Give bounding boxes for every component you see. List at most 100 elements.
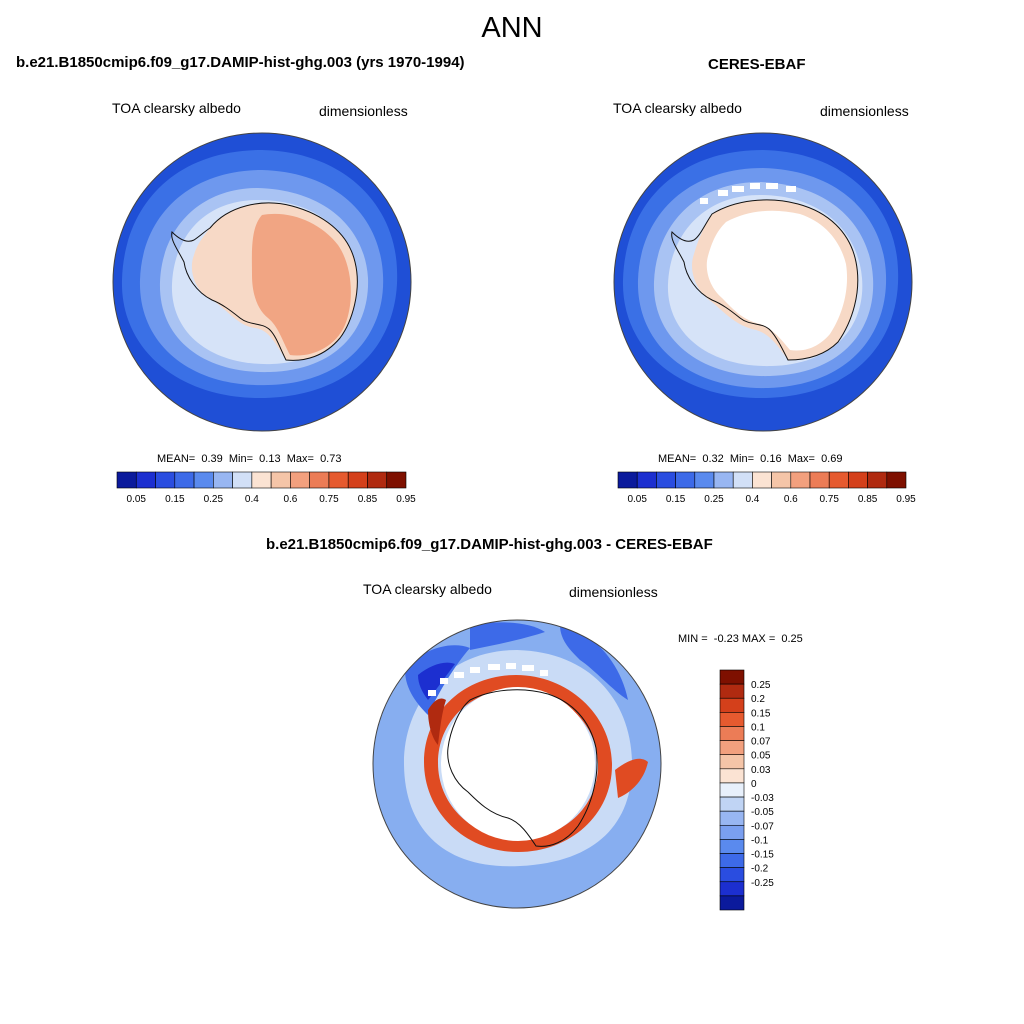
diff-colorbar-swatch: [719, 768, 745, 784]
diff-colorbar-swatch: [719, 712, 745, 727]
model-colorbar-swatch: [270, 471, 291, 489]
diff-ice-gap: [540, 670, 548, 676]
model-colorbar-swatch: [193, 471, 214, 489]
obs-colorbar-tick-label: 0.6: [784, 494, 798, 505]
diff-colorbar-swatch: [719, 895, 745, 911]
diff-colorbar-swatch: [719, 782, 745, 798]
diff-red-east: [615, 758, 648, 798]
model-colorbar-swatch: [367, 471, 388, 489]
obs-colorbar: 0.05 0.15 0.25 0.4 0.6 0.75 0.85 0.95: [617, 471, 916, 505]
model-colorbar-swatch: [116, 471, 137, 489]
model-antarctica-coast: [171, 202, 358, 361]
diff-colorbar-tick-label: 0.03: [751, 765, 771, 776]
obs-colorbar-tick-label: 0.95: [896, 494, 916, 505]
diff-ice-gap: [470, 667, 480, 673]
model-min-label: Min=: [228, 453, 254, 465]
model-colorbar-swatch: [135, 471, 156, 489]
obs-ice-gap: [732, 186, 744, 192]
diff-dark-west: [418, 662, 455, 700]
obs-ice-gap: [718, 190, 728, 196]
obs-ice-gap: [750, 183, 760, 189]
diff-blue-northeast: [560, 625, 628, 700]
diff-colorbar-swatch: [719, 683, 745, 699]
obs-colorbar-swatch: [809, 471, 830, 489]
model-colorbar-swatch: [328, 471, 349, 489]
diff-colorbar-swatch: [719, 839, 745, 854]
diff-map-border: [372, 619, 662, 909]
diff-ice-gaps: [428, 663, 548, 696]
obs-colorbar-swatch: [771, 471, 792, 489]
model-colorbar-tick-label: 0.95: [396, 494, 416, 505]
diff-colorbar-tick-label: -0.05: [751, 807, 774, 818]
obs-ice-gap: [700, 198, 708, 204]
obs-colorbar-swatch: [713, 471, 734, 489]
model-colorbar-tick-label: 0.4: [245, 494, 259, 505]
obs-min-value: 0.16: [760, 453, 782, 465]
obs-colorbar-swatch: [886, 471, 907, 489]
model-panel-title: b.e21.B1850cmip6.f09_g17.DAMIP-hist-ghg.…: [16, 54, 465, 71]
obs-colorbar-swatch: [617, 471, 638, 489]
model-colorbar-tick-label: 0.25: [204, 494, 224, 505]
obs-colorbar-swatch: [732, 471, 753, 489]
obs-map: [613, 132, 913, 432]
diff-max-label: MAX =: [741, 633, 776, 645]
model-max-label: Max=: [286, 453, 314, 465]
diff-colorbar: 0.25 0.2 0.15 0.1 0.07 0.05 0.03 0 -0.03 -0.05 -0.…: [719, 669, 774, 911]
diff-colorbar-swatch: [719, 824, 745, 840]
diff-colorbar-swatch: [719, 796, 745, 812]
diff-ice-gap: [454, 672, 464, 678]
model-colorbar-tick-label: 0.6: [283, 494, 297, 505]
obs-variable-label: TOA clearsky albedo: [613, 100, 742, 116]
model-mean-label: MEAN=: [157, 453, 196, 465]
obs-colorbar-swatch: [636, 471, 657, 489]
diff-colorbar-tick-label: 0.25: [751, 680, 771, 691]
diff-ice-gap: [440, 678, 448, 684]
diff-units-label: dimensionless: [569, 584, 658, 600]
diff-colorbar-swatch: [719, 754, 745, 770]
model-colorbar-swatch: [386, 471, 407, 489]
model-colorbar: 0.05 0.15 0.25 0.4 0.6 0.75 0.85 0.95: [116, 471, 416, 505]
diff-colorbar-swatch: [719, 697, 745, 713]
diff-dark-red-patch: [428, 698, 446, 745]
diff-min-value: -0.23: [713, 633, 739, 645]
diff-colorbar-tick-label: 0: [751, 779, 757, 790]
diff-map: [372, 619, 662, 909]
obs-map-border: [613, 132, 913, 432]
obs-antarctica-coast: [671, 199, 859, 361]
diff-colorbar-swatch: [719, 810, 745, 826]
diff-colorbar-swatch: [719, 726, 745, 741]
obs-colorbar-swatch: [675, 471, 696, 489]
obs-max-label: Max=: [787, 453, 815, 465]
model-colorbar-tick-label: 0.05: [127, 494, 147, 505]
model-colorbar-swatch: [290, 471, 310, 489]
diff-panel-title: b.e21.B1850cmip6.f09_g17.DAMIP-hist-ghg.…: [266, 536, 713, 553]
model-stats: MEAN= 0.39 Min= 0.13 Max= 0.73: [157, 453, 341, 465]
diff-colorbar-tick-label: -0.1: [751, 835, 769, 846]
model-colorbar-swatch: [309, 471, 330, 489]
diff-colorbar-swatch: [719, 881, 745, 897]
diff-ice-gap: [506, 663, 516, 669]
obs-colorbar-tick-label: 0.4: [745, 494, 759, 505]
diff-colorbar-tick-label: -0.15: [751, 850, 774, 861]
obs-mean-value: 0.32: [702, 453, 724, 465]
diff-blue-northwest: [470, 622, 545, 650]
model-units-label: dimensionless: [319, 103, 408, 119]
obs-mean-label: MEAN=: [658, 453, 697, 465]
diff-colorbar-tick-label: 0.07: [751, 737, 771, 748]
diff-ice-gap: [522, 665, 534, 671]
model-colorbar-swatch: [347, 471, 368, 489]
diff-colorbar-swatch: [719, 867, 745, 883]
obs-colorbar-tick-label: 0.85: [858, 494, 878, 505]
obs-colorbar-swatch: [867, 471, 888, 489]
obs-colorbar-swatch: [694, 471, 715, 489]
model-max-value: 0.73: [320, 453, 342, 465]
diff-ice-gap: [428, 690, 436, 696]
diff-colorbar-tick-label: 0.1: [751, 722, 765, 733]
diff-min-label: MIN =: [678, 633, 708, 645]
diff-ice-gap: [488, 664, 500, 670]
model-colorbar-swatch: [251, 471, 272, 489]
obs-colorbar-tick-label: 0.25: [704, 494, 724, 505]
diff-variable-label: TOA clearsky albedo: [363, 581, 492, 597]
model-colorbar-swatch: [155, 471, 176, 489]
